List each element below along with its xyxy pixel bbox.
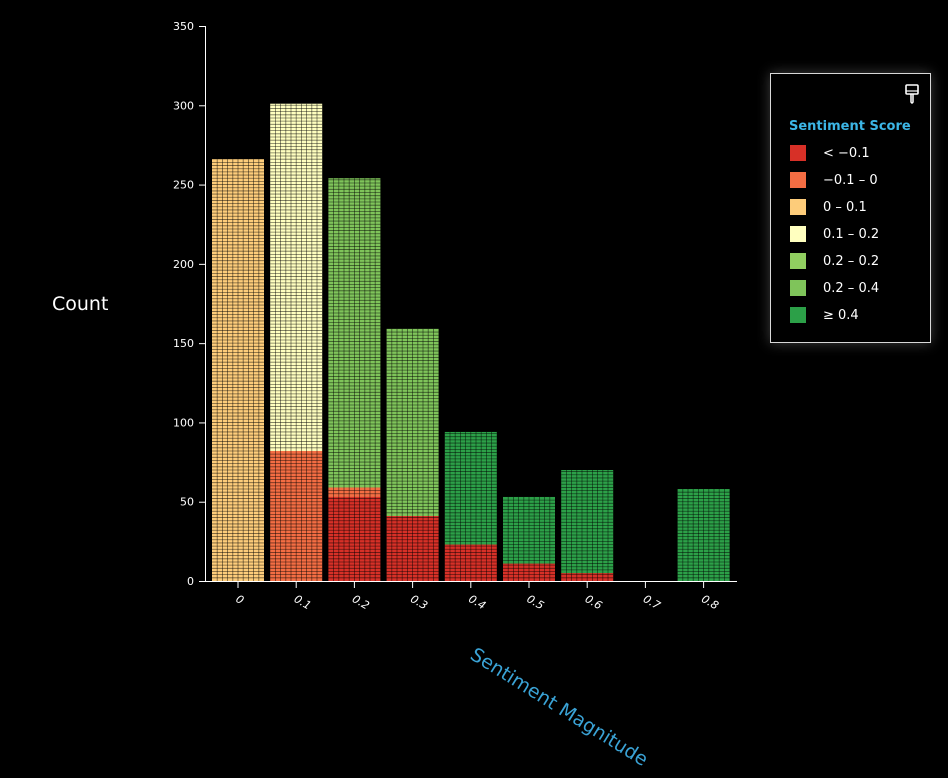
x-tick-label: 0.3: [408, 592, 430, 612]
legend-swatch: [790, 226, 806, 242]
legend-item[interactable]: 0.2 – 0.4: [790, 280, 879, 296]
bars-layer: [212, 103, 730, 581]
legend-label: < −0.1: [823, 145, 870, 161]
legend-item[interactable]: 0.1 – 0.2: [790, 226, 879, 242]
bar-segment[interactable]: [386, 328, 439, 516]
y-tick-label: 100: [173, 416, 194, 429]
x-tick-label: 0.4: [466, 592, 488, 612]
bar-segment[interactable]: [270, 450, 323, 581]
legend-swatch: [790, 280, 806, 296]
bar-segment[interactable]: [561, 573, 614, 581]
y-tick-label: 0: [187, 575, 194, 588]
legend-label: 0 – 0.1: [823, 199, 867, 215]
y-ticks: 0 50 100 150 200 250 300 350: [173, 20, 205, 588]
x-tick-label: 0.8: [699, 592, 721, 612]
bar-segment[interactable]: [677, 489, 730, 581]
legend-label: 0.2 – 0.2: [823, 253, 880, 269]
y-tick-label: 250: [173, 179, 194, 192]
bar-segment[interactable]: [270, 103, 323, 451]
legend-title: Sentiment Score: [789, 119, 911, 134]
bar-segment[interactable]: [561, 470, 614, 574]
legend: Sentiment Score < −0.1 −0.1 – 0 0 – 0.1 0.1…: [770, 73, 931, 343]
bar-0.5[interactable]: [503, 496, 555, 581]
bar-segment[interactable]: [328, 178, 381, 488]
legend-label: 0.2 – 0.4: [823, 280, 880, 296]
x-tick-label: 0.7: [641, 592, 663, 612]
y-tick-label: 50: [180, 496, 194, 509]
bar-0.8[interactable]: [677, 489, 730, 581]
bar-segment[interactable]: [386, 515, 439, 581]
bar-0.2[interactable]: [328, 178, 381, 581]
bar-segment[interactable]: [328, 496, 381, 581]
x-tick-label: 0.2: [350, 592, 372, 612]
bar-segment[interactable]: [328, 487, 381, 497]
legend-item[interactable]: −0.1 – 0: [790, 172, 878, 188]
x-tick-label: 0.1: [292, 592, 314, 612]
legend-item[interactable]: < −0.1: [790, 145, 870, 161]
bar-segment[interactable]: [444, 431, 497, 545]
paint-brush-icon[interactable]: [904, 83, 920, 105]
y-tick-label: 350: [173, 20, 194, 33]
legend-label: ≥ 0.4: [823, 307, 859, 323]
legend-label: −0.1 – 0: [823, 172, 878, 188]
legend-item[interactable]: 0 – 0.1: [790, 199, 867, 215]
bar-segment[interactable]: [503, 563, 555, 581]
y-tick-label: 150: [173, 337, 194, 350]
bar-segment[interactable]: [444, 544, 497, 581]
x-tick-label: 0.5: [525, 592, 547, 612]
x-tick-label: 0: [234, 592, 247, 607]
legend-item[interactable]: 0.2 – 0.2: [790, 253, 879, 269]
x-tick-label: 0.6: [583, 592, 605, 612]
bar-0.6[interactable]: [561, 470, 614, 581]
y-tick-label: 200: [173, 258, 194, 271]
y-tick-label: 300: [173, 99, 194, 112]
x-ticks: 0 0.1 0.2 0.3 0.4 0.5 0.6 0.7 0.8: [234, 582, 721, 612]
bar-0.3[interactable]: [386, 328, 439, 581]
legend-swatch: [790, 172, 806, 188]
legend-item[interactable]: ≥ 0.4: [790, 307, 859, 323]
legend-swatch: [790, 145, 806, 161]
bar-segment[interactable]: [212, 159, 264, 581]
legend-label: 0.1 – 0.2: [823, 226, 880, 242]
bar-0.4[interactable]: [444, 431, 497, 581]
x-axis-label: Sentiment Magnitude: [466, 644, 651, 771]
bar-0[interactable]: [212, 159, 264, 581]
legend-swatch: [790, 307, 806, 323]
legend-swatch: [790, 253, 806, 269]
legend-swatch: [790, 199, 806, 215]
bar-segment[interactable]: [503, 496, 555, 564]
bar-0.1[interactable]: [270, 103, 323, 581]
y-axis-label: Count: [52, 293, 108, 315]
